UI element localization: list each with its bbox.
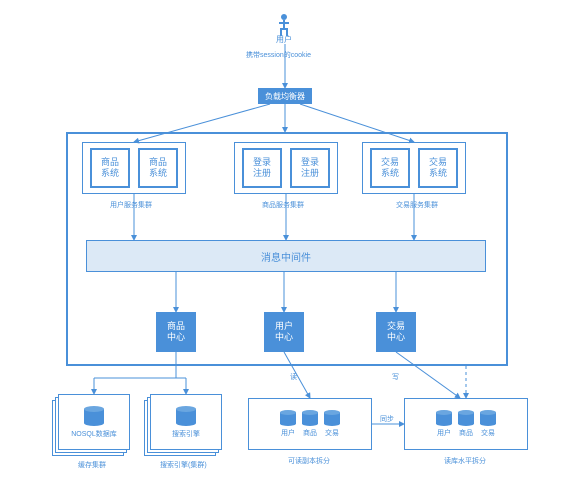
service-node: 登录注册 — [242, 148, 282, 188]
storage-db-ro: 用户商品交易 — [404, 398, 528, 450]
middleware-node: 消息中间件 — [86, 240, 486, 272]
cookie-label: 携带session的cookie — [246, 50, 311, 60]
storage-db-rw: 用户商品交易 — [248, 398, 372, 450]
storage-caption-db_rw: 可读副本拆分 — [288, 456, 330, 466]
db-item-label: 商品 — [303, 428, 317, 438]
edge-label-read: 读 — [290, 372, 297, 382]
db-item-label: 商品 — [459, 428, 473, 438]
database-icon — [176, 406, 196, 426]
db-item-label: 交易 — [325, 428, 339, 438]
storage-search: 搜索引擎 — [150, 394, 222, 450]
database-icon — [84, 406, 104, 426]
user-label: 用户 — [276, 34, 292, 45]
storage-search-label: 搜索引擎 — [172, 429, 200, 439]
storage-caption-db_ro: 读库水平拆分 — [444, 456, 486, 466]
service-node: 登录注册 — [290, 148, 330, 188]
database-icon — [436, 410, 452, 426]
service-node: 交易系统 — [418, 148, 458, 188]
storage-nosql-label: NOSQL数据库 — [71, 429, 117, 439]
center-node: 用户中心 — [264, 312, 304, 352]
edge-label-write: 写 — [392, 372, 399, 382]
cluster-caption: 商品服务集群 — [262, 200, 304, 210]
db-item-label: 用户 — [281, 428, 295, 438]
diagram-canvas: 用户携带session的cookie负载均衡器商品系统商品系统用户服务集群登录注… — [0, 0, 577, 500]
service-node: 商品系统 — [138, 148, 178, 188]
service-node: 交易系统 — [370, 148, 410, 188]
edge-label-sync: 同步 — [380, 414, 394, 424]
user-icon — [280, 14, 288, 34]
database-icon — [458, 410, 474, 426]
db-item-label: 交易 — [481, 428, 495, 438]
database-icon — [280, 410, 296, 426]
storage-nosql: NOSQL数据库 — [58, 394, 130, 450]
center-node: 商品中心 — [156, 312, 196, 352]
database-icon — [324, 410, 340, 426]
service-node: 商品系统 — [90, 148, 130, 188]
storage-caption-nosql: 缓存集群 — [78, 460, 106, 470]
load-balancer-node: 负载均衡器 — [258, 88, 312, 104]
center-node: 交易中心 — [376, 312, 416, 352]
db-item-label: 用户 — [437, 428, 451, 438]
cluster-caption: 交易服务集群 — [396, 200, 438, 210]
database-icon — [302, 410, 318, 426]
cluster-caption: 用户服务集群 — [110, 200, 152, 210]
database-icon — [480, 410, 496, 426]
storage-caption-search: 搜索引擎(集群) — [160, 460, 207, 470]
